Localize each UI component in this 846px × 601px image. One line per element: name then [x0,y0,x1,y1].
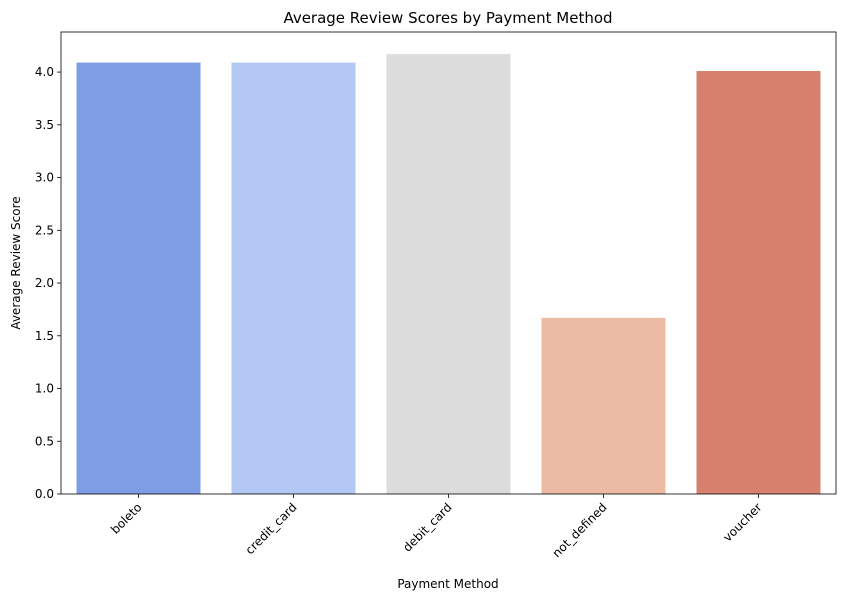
bar-voucher [696,71,821,494]
bar-boleto [76,62,201,494]
y-tick-label: 1.5 [35,329,54,343]
y-axis-label: Average Review Score [9,196,23,329]
y-tick-label: 0.0 [35,487,54,501]
y-tick-label: 4.0 [35,65,54,79]
x-axis: boleto credit_card debit_card not_defined vo… [108,494,765,560]
x-tick-label: voucher [720,500,764,544]
y-axis: 0.0 0.5 1.0 1.5 2.0 2.5 3.0 3.5 4.0 [35,65,61,501]
y-tick-label: 2.0 [35,276,54,290]
bars-group [76,54,821,494]
y-tick-label: 1.0 [35,382,54,396]
y-tick-label: 3.0 [35,171,54,185]
bar-credit_card [231,62,356,494]
x-axis-label: Payment Method [397,577,498,591]
y-tick-label: 3.5 [35,118,54,132]
x-tick-label: debit_card [400,500,454,554]
chart-title: Average Review Scores by Payment Method [283,9,612,27]
y-tick-label: 0.5 [35,434,54,448]
bar-not_defined [541,317,666,494]
bar-debit_card [386,54,511,494]
plot-frame [60,31,837,495]
x-tick-label: not_defined [550,500,610,560]
x-tick-label: credit_card [243,500,300,557]
x-tick-label: boleto [108,500,145,537]
y-tick-label: 2.5 [35,223,54,237]
